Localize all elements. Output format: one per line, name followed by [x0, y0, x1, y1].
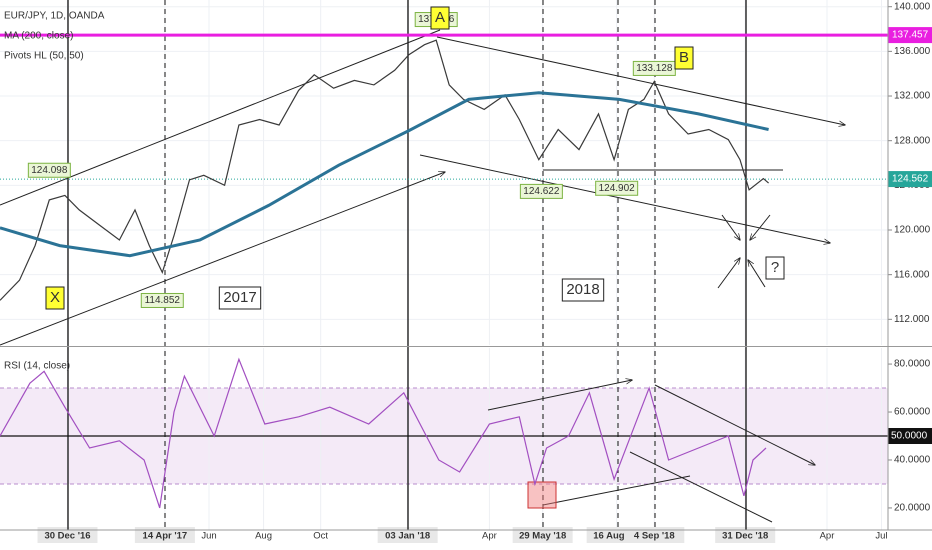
x-tick-label: 4 Sep '18	[634, 531, 675, 542]
y-tick-label: 140.000	[894, 1, 931, 12]
y-tick-label: 120.000	[894, 225, 931, 236]
pivot-box	[27, 162, 71, 178]
x-tick-bg	[37, 527, 98, 543]
y-tick-label: 80.0000	[894, 359, 931, 370]
y-tick-label: 60.0000	[894, 407, 931, 418]
level-label-bg	[888, 27, 932, 44]
annotation-box	[218, 286, 262, 310]
trend-line	[717, 258, 740, 289]
annotation-box	[45, 286, 65, 310]
pivot-label: 114.852	[145, 295, 181, 306]
x-tick-label: Jun	[201, 531, 216, 542]
annotation: 2018	[566, 281, 599, 298]
annotation: 2017	[223, 289, 256, 306]
pivot-label: 133.128	[636, 63, 673, 74]
pivot-label: 124.098	[31, 165, 68, 176]
x-tick-bg	[377, 527, 438, 543]
y-tick-label: 20.0000	[894, 503, 931, 514]
x-tick-label: Aug	[255, 531, 272, 542]
trend-line	[0, 172, 445, 346]
rsi-mid-bg	[888, 428, 932, 445]
annotation: B	[679, 49, 689, 66]
x-tick-label: Jul	[875, 531, 887, 542]
x-tick-bg	[624, 527, 685, 543]
annotation-box	[430, 6, 450, 30]
annotation: X	[50, 289, 60, 306]
last-price-label: 124.562	[892, 174, 929, 185]
trend-line	[629, 451, 773, 523]
y-tick-label: 136.000	[894, 46, 931, 57]
rsi-highlight	[527, 481, 557, 509]
level-label: 137.457	[892, 30, 929, 41]
trend-line	[654, 384, 815, 465]
trend-line	[436, 36, 845, 125]
x-tick-bg	[512, 527, 573, 543]
annotation-box	[674, 46, 694, 70]
series-line	[0, 357, 767, 509]
x-tick-bg	[134, 527, 195, 543]
trend-line	[721, 214, 740, 240]
x-tick-label: Apr	[482, 531, 497, 542]
series-line	[0, 39, 769, 301]
pivot-label: 124.902	[599, 183, 636, 194]
trend-line	[750, 214, 771, 240]
x-tick-label: Apr	[820, 531, 835, 542]
y-tick-label: 128.000	[894, 135, 931, 146]
rsi-title: RSI (14, close)	[4, 361, 70, 372]
x-tick-label: 16 Aug '18	[593, 531, 640, 542]
legend-pivots: Pivots HL (50, 50)	[4, 51, 84, 62]
trend-line	[0, 29, 441, 206]
pivot-box	[595, 180, 639, 196]
x-tick-label: Oct	[313, 531, 328, 542]
trend-line	[748, 260, 766, 288]
pivot-label: 124.622	[523, 186, 560, 197]
trend-line	[487, 380, 632, 411]
last-price-bg	[888, 171, 932, 188]
chart-title: EUR/JPY, 1D, OANDA	[4, 11, 105, 22]
annotation: ?	[771, 259, 779, 276]
pivot-box	[140, 292, 184, 308]
legend-ma: MA (200, close)	[4, 31, 73, 42]
x-tick-label: 14 Apr '17	[143, 531, 188, 542]
trend-line	[542, 475, 691, 506]
series-line	[0, 91, 769, 258]
x-tick-label: 31 Dec '18	[722, 531, 768, 542]
y-tick-label: 116.000	[894, 269, 930, 280]
x-tick-bg	[715, 527, 776, 543]
annotation-box	[561, 278, 605, 302]
annotation-box	[765, 256, 785, 280]
x-tick-label: 30 Dec '16	[44, 531, 90, 542]
trend-line	[419, 154, 830, 243]
y-tick-label: 40.0000	[894, 455, 931, 466]
x-tick-label: 03 Jan '18	[385, 531, 430, 542]
pivot-box	[519, 183, 563, 199]
y-tick-label: 112.000	[894, 314, 930, 325]
annotation: A	[435, 9, 445, 26]
y-tick-label: 132.000	[894, 91, 931, 102]
x-tick-label: 29 May '18	[519, 531, 566, 542]
rsi-mid-label: 50.0000	[891, 431, 928, 442]
